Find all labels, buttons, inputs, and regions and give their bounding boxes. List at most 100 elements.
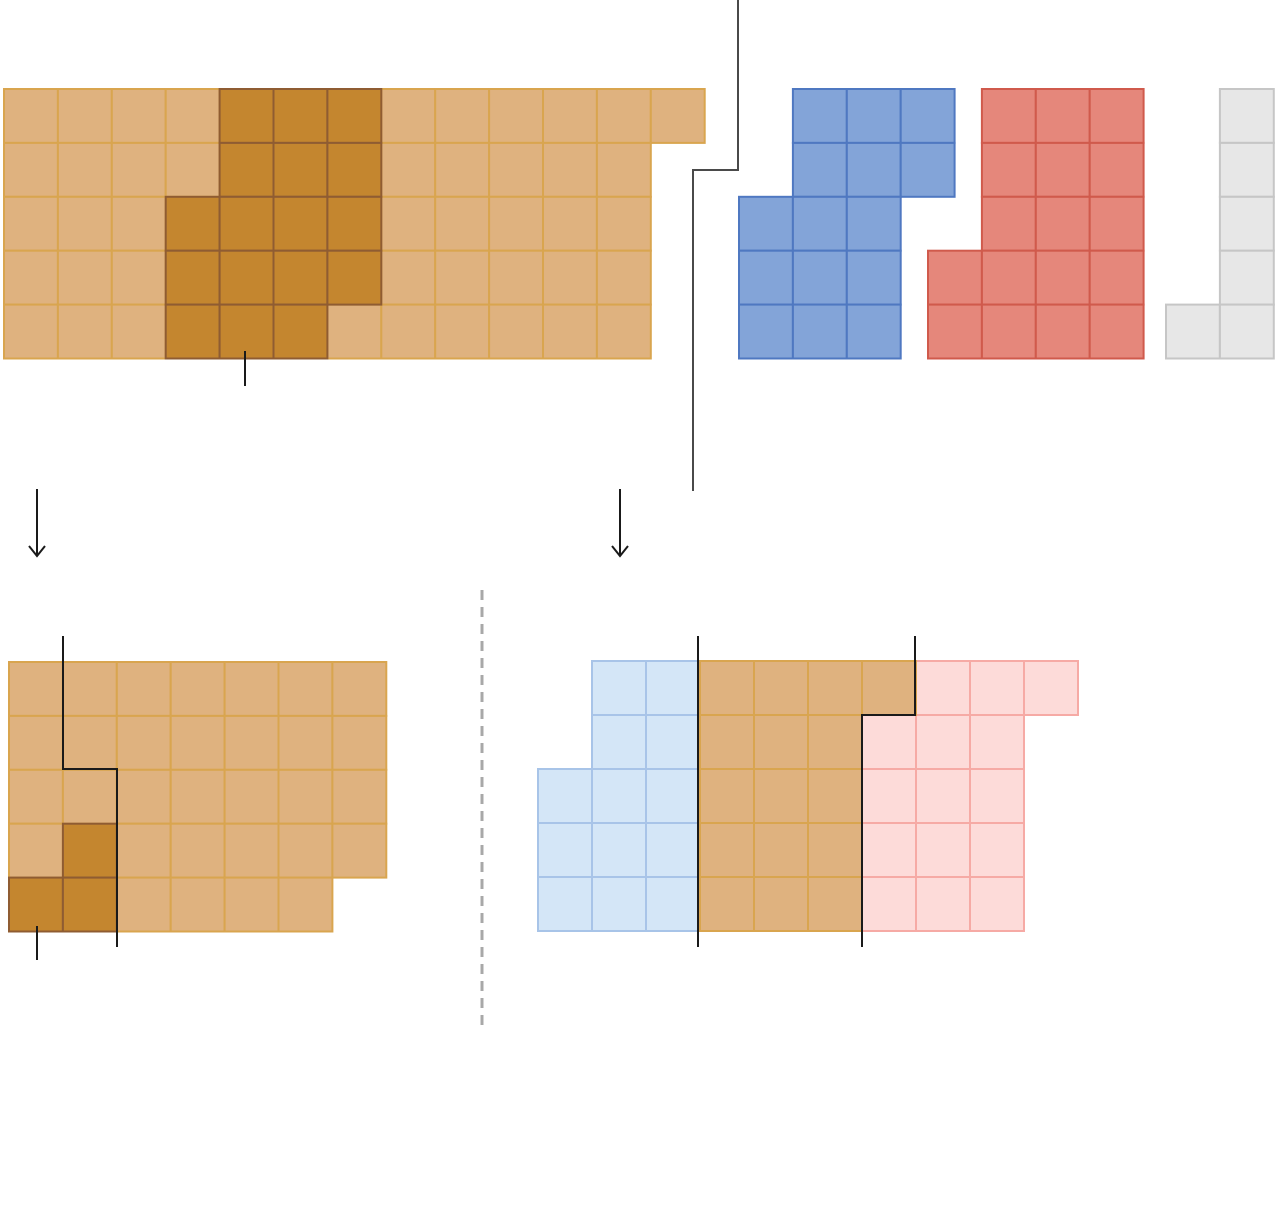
grid-cell xyxy=(56,141,113,198)
red-region-cell xyxy=(915,714,971,770)
highlight-cell xyxy=(326,88,383,144)
highlight-cell xyxy=(326,141,383,198)
grid-cell xyxy=(649,88,706,144)
blue-piece-cell xyxy=(791,249,848,306)
grid-cell xyxy=(277,822,334,879)
grid-cell xyxy=(380,303,437,360)
grid-cell xyxy=(807,714,863,770)
grid-cell xyxy=(56,88,113,144)
grid-cell xyxy=(56,249,113,306)
grid-cell xyxy=(595,249,652,306)
red-piece-cell xyxy=(980,195,1037,252)
grid-cell xyxy=(223,661,280,717)
gray-piece xyxy=(1165,88,1275,360)
grid-cell xyxy=(542,303,598,360)
connector-line xyxy=(692,0,739,491)
red-region-cell xyxy=(969,876,1025,932)
grid-cell xyxy=(807,660,863,716)
gray-piece-cell xyxy=(1218,141,1275,198)
red-piece-cell xyxy=(1034,249,1091,306)
grid-cell xyxy=(753,768,809,824)
highlight-cell xyxy=(272,303,329,360)
highlight-cell xyxy=(218,88,275,144)
highlight-cell xyxy=(218,303,275,360)
grid-cell xyxy=(169,768,226,825)
partition-line-right xyxy=(861,636,916,947)
grid-cell xyxy=(164,88,221,144)
grid-cell xyxy=(542,195,598,252)
blue-piece-cell xyxy=(845,141,902,198)
grid-cell xyxy=(488,141,545,198)
gray-piece-cell xyxy=(1165,303,1221,360)
grid-cell xyxy=(331,822,388,879)
red-region-cell xyxy=(915,768,971,824)
highlight-cell xyxy=(164,303,221,360)
grid-cell xyxy=(110,195,167,252)
blue-piece-cell xyxy=(791,88,848,144)
red-region-cell xyxy=(915,660,971,716)
blue-region-cell xyxy=(591,714,647,770)
red-piece-cell xyxy=(1088,141,1145,198)
highlight-cell xyxy=(61,822,118,879)
grid-cell xyxy=(115,768,172,825)
grid-cell xyxy=(61,768,118,825)
gray-piece-cell xyxy=(1218,303,1275,360)
grid-cell xyxy=(595,303,652,360)
grid-cell xyxy=(542,88,598,144)
highlight-cell xyxy=(272,249,329,306)
highlight-cell xyxy=(218,195,275,252)
red-piece-cell xyxy=(980,249,1037,306)
grid-cell xyxy=(807,768,863,824)
grid-cell xyxy=(807,876,863,932)
red-piece-cell xyxy=(927,249,983,306)
grid-cell xyxy=(277,714,334,771)
red-piece-cell xyxy=(1088,88,1145,144)
blue-piece-cell xyxy=(791,303,848,360)
grid-cell xyxy=(115,714,172,771)
grid-cell xyxy=(326,303,383,360)
partition-line xyxy=(62,636,118,947)
red-region-cell xyxy=(861,768,917,824)
grid-cell xyxy=(223,714,280,771)
red-region-cell xyxy=(861,822,917,878)
grid-cell xyxy=(380,141,437,198)
blue-region-cell xyxy=(537,822,593,878)
blue-region-cell xyxy=(645,714,701,770)
grid-cell xyxy=(380,195,437,252)
highlight-cell xyxy=(272,88,329,144)
grid-cell xyxy=(595,141,652,198)
grid-cell xyxy=(164,141,221,198)
blue-region-cell xyxy=(645,876,701,932)
red-piece-cell xyxy=(1034,88,1091,144)
grid-cell xyxy=(3,249,59,306)
red-region-cell xyxy=(969,714,1025,770)
grid-cell xyxy=(3,303,59,360)
blue-piece-cell xyxy=(899,88,956,144)
red-piece-cell xyxy=(980,303,1037,360)
grid-cell xyxy=(8,714,64,771)
grid-cell xyxy=(488,303,545,360)
grid-cell xyxy=(3,88,59,144)
red-piece-cell xyxy=(980,88,1037,144)
gray-piece-cell xyxy=(1218,249,1275,306)
blue-region-cell xyxy=(591,660,647,716)
grid-cell xyxy=(434,88,491,144)
gray-piece-cell xyxy=(1218,195,1275,252)
red-piece-cell xyxy=(1034,195,1091,252)
blue-piece xyxy=(738,88,956,360)
grid-cell xyxy=(488,195,545,252)
grid-cell xyxy=(542,249,598,306)
red-piece-cell xyxy=(1034,141,1091,198)
highlight-cell xyxy=(326,249,383,306)
blue-piece-cell xyxy=(845,88,902,144)
blue-region-cell xyxy=(591,822,647,878)
grid-cell xyxy=(169,714,226,771)
red-piece-cell xyxy=(1088,303,1145,360)
red-piece-cell xyxy=(980,141,1037,198)
red-piece-cell xyxy=(1034,303,1091,360)
highlight-cell xyxy=(326,195,383,252)
grid-cell xyxy=(434,141,491,198)
grid-cell xyxy=(699,768,755,824)
grid-cell xyxy=(434,249,491,306)
red-piece xyxy=(927,88,1145,360)
